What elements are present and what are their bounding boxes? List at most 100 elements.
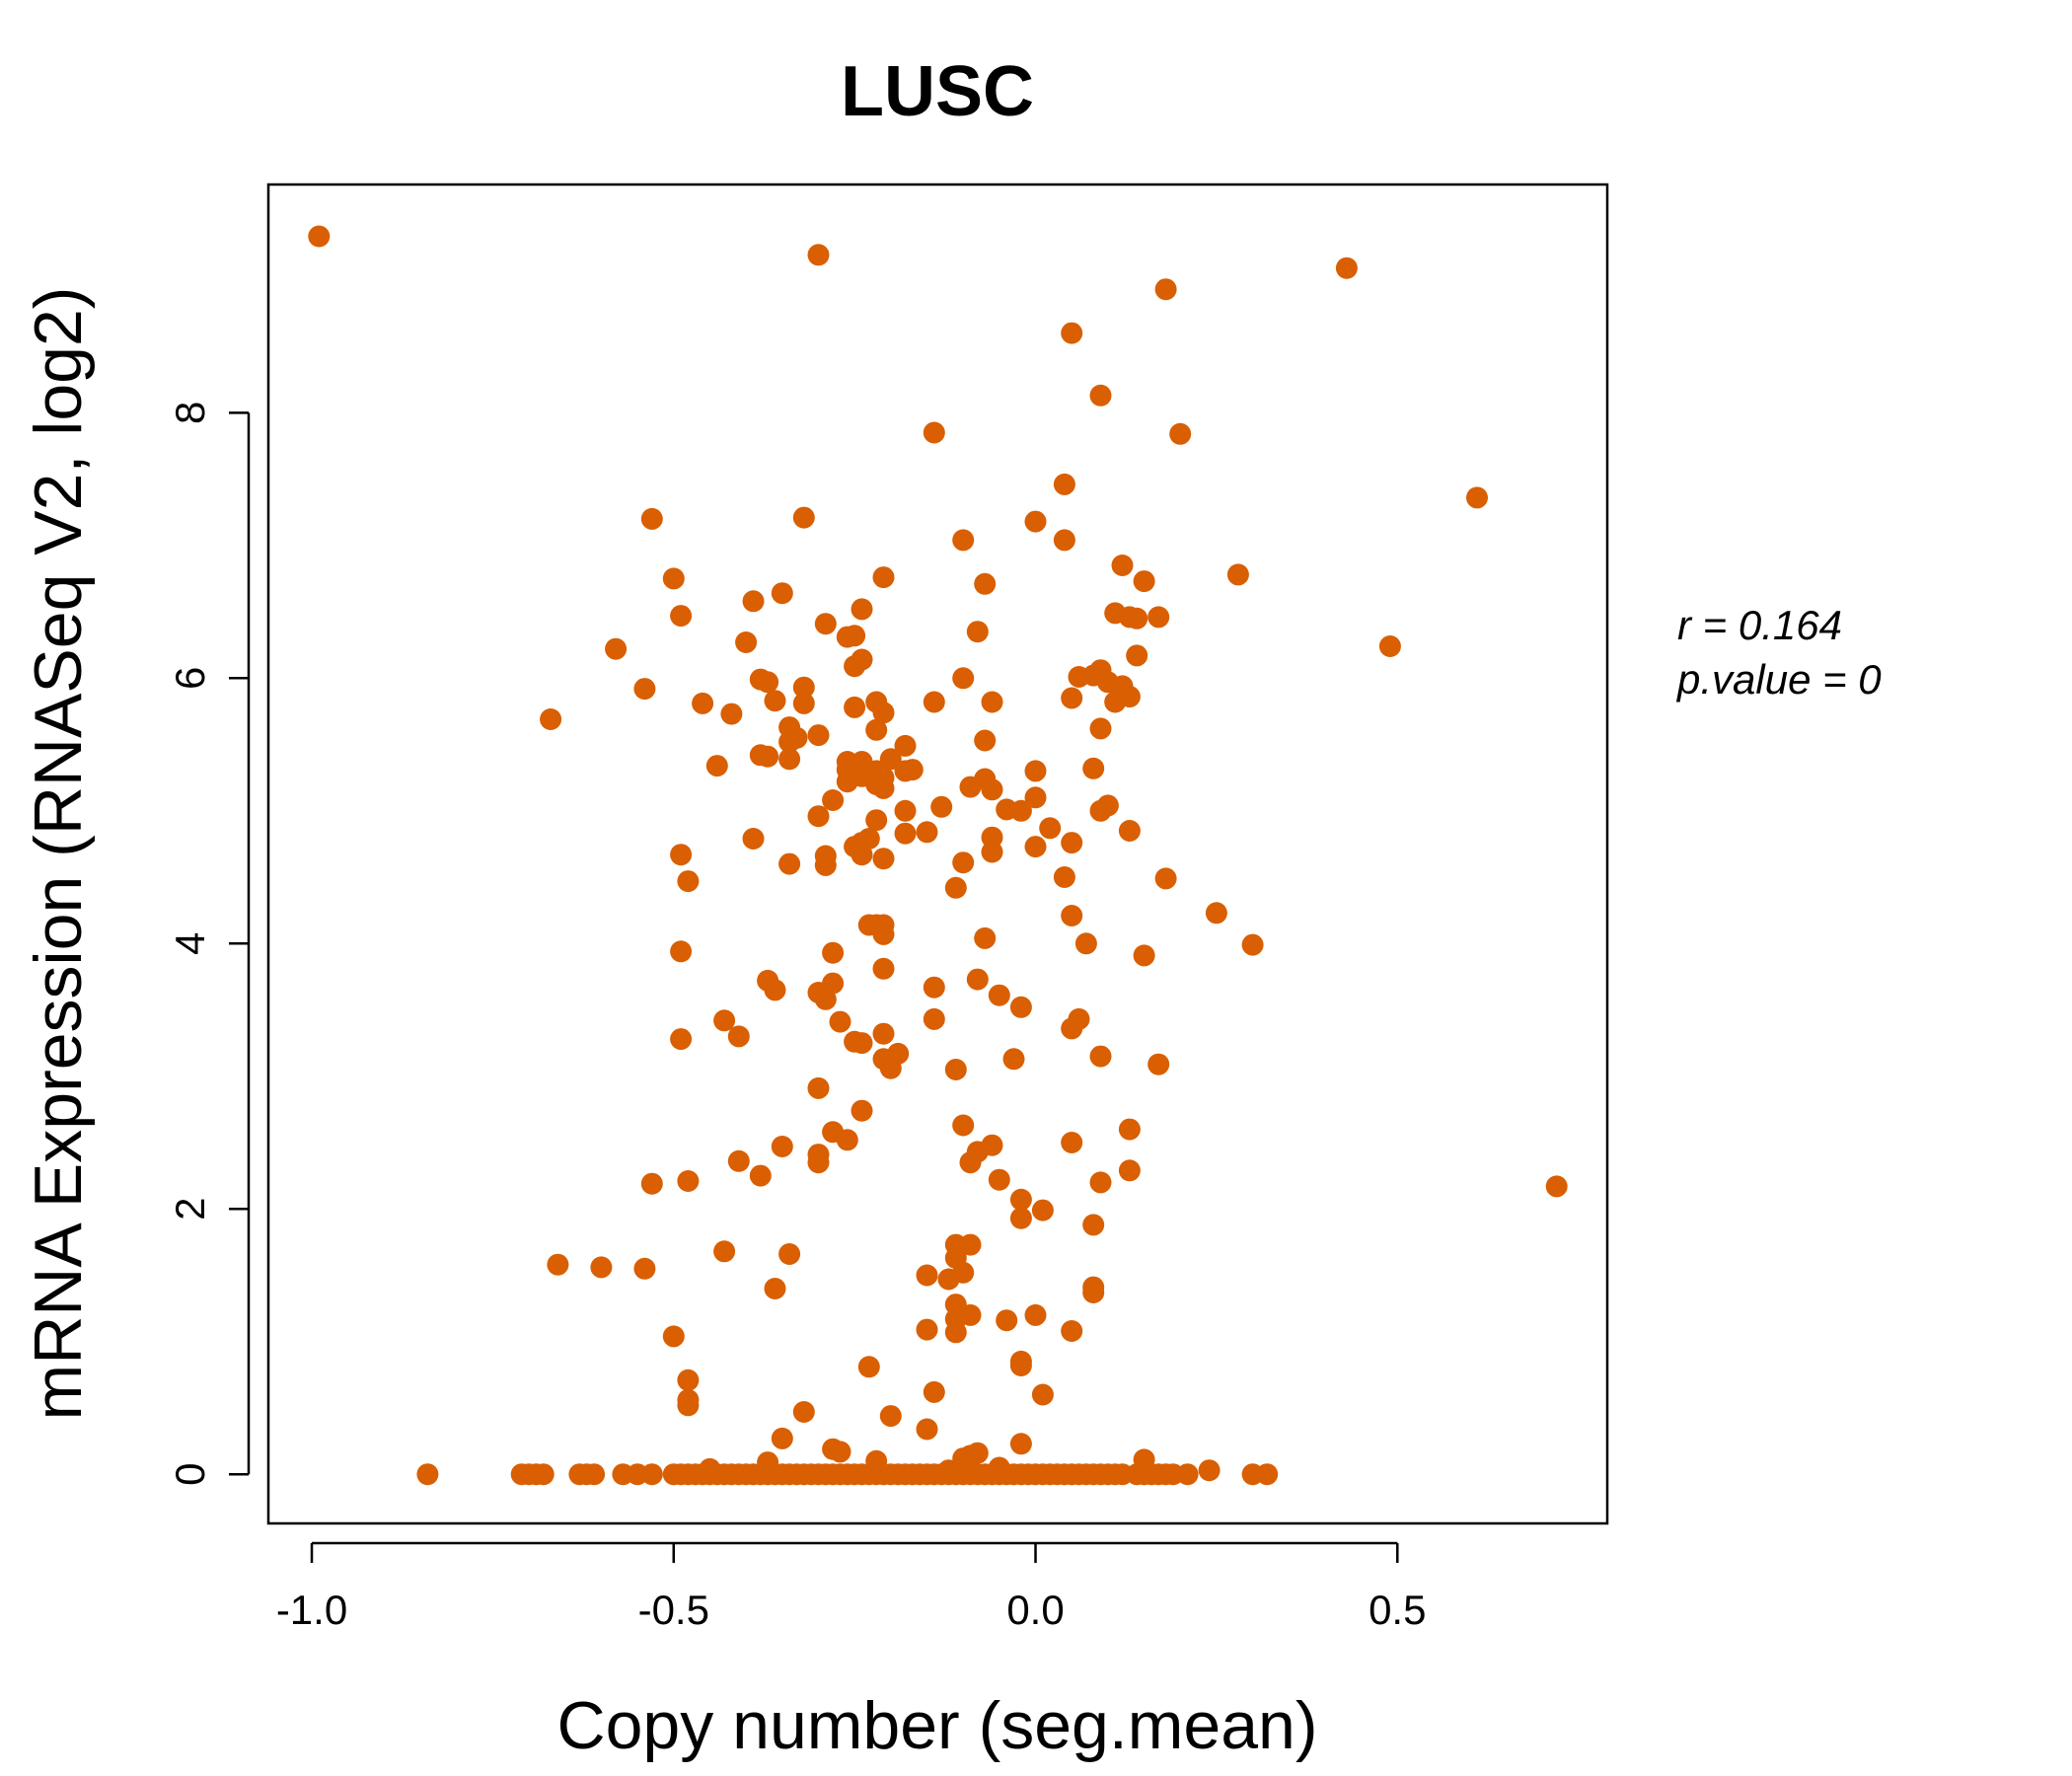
data-point — [872, 957, 895, 980]
data-point — [944, 1321, 967, 1344]
data-point — [705, 755, 728, 777]
data-point — [923, 976, 945, 999]
data-point — [416, 1463, 439, 1486]
data-point — [1133, 944, 1155, 967]
data-point — [851, 1032, 873, 1055]
chart-title: LUSC — [841, 52, 1034, 131]
data-point — [713, 1240, 736, 1263]
data-point — [872, 1022, 895, 1045]
data-point — [916, 821, 938, 844]
data-point — [1082, 1282, 1105, 1303]
data-point — [952, 851, 975, 874]
data-point — [988, 1168, 1010, 1191]
data-point — [1053, 529, 1075, 552]
data-point — [742, 590, 765, 613]
data-point — [974, 729, 997, 752]
data-point — [1118, 1159, 1141, 1182]
x-tick-label: 0.5 — [1369, 1587, 1426, 1633]
data-point — [1024, 786, 1047, 809]
data-point — [1226, 563, 1249, 586]
data-point — [1009, 1355, 1032, 1376]
data-point — [771, 1427, 793, 1449]
data-point — [540, 708, 562, 730]
y-tick-label: 6 — [167, 667, 213, 690]
data-point — [1024, 510, 1047, 533]
data-point — [727, 1149, 750, 1172]
data-point — [605, 637, 628, 660]
data-point — [865, 809, 888, 832]
data-point — [879, 1057, 902, 1079]
data-point — [662, 1325, 685, 1348]
data-point — [1089, 717, 1112, 740]
data-point — [981, 691, 1003, 713]
data-point — [640, 1463, 663, 1486]
data-point — [966, 621, 989, 643]
data-point — [879, 1405, 902, 1428]
data-point — [1089, 1171, 1112, 1194]
data-point — [865, 718, 888, 741]
data-point — [923, 1007, 945, 1030]
data-point — [662, 567, 685, 590]
data-point — [829, 1010, 851, 1033]
data-point — [1024, 1303, 1047, 1326]
y-axis-label: mRNA Expression (RNASeq V2, log2) — [21, 287, 96, 1421]
data-point — [807, 724, 830, 747]
data-point — [640, 507, 663, 530]
data-point — [836, 626, 858, 648]
data-point — [1118, 820, 1141, 842]
data-point — [1009, 1207, 1032, 1229]
y-tick-label: 4 — [167, 932, 213, 955]
data-point — [1009, 1188, 1032, 1211]
data-point — [677, 1394, 700, 1417]
data-point — [720, 703, 743, 725]
y-tick-label: 0 — [167, 1463, 213, 1486]
data-point — [1335, 257, 1358, 279]
data-point — [792, 1401, 815, 1423]
points-layer — [308, 225, 1568, 1486]
data-point — [308, 225, 331, 248]
data-point — [923, 421, 945, 444]
data-point — [916, 1318, 938, 1341]
data-point — [583, 1463, 606, 1486]
data-point — [670, 844, 693, 866]
data-point — [974, 572, 997, 595]
data-point — [807, 805, 830, 828]
data-point — [923, 691, 945, 713]
data-point — [792, 692, 815, 714]
data-point — [872, 848, 895, 870]
data-point — [916, 1264, 938, 1287]
data-point — [879, 748, 902, 771]
data-point — [1133, 570, 1155, 593]
data-point — [894, 760, 917, 782]
data-point — [1068, 666, 1090, 688]
data-point — [749, 1164, 772, 1187]
data-point — [1009, 1433, 1032, 1455]
data-point — [1378, 635, 1401, 657]
data-point — [857, 1356, 880, 1378]
data-point — [844, 696, 866, 718]
data-point — [1104, 691, 1127, 713]
data-point — [851, 598, 873, 621]
data-point — [1089, 1045, 1112, 1068]
data-point — [1009, 799, 1032, 822]
data-point — [1061, 1132, 1083, 1153]
data-point — [677, 1170, 700, 1192]
data-point — [670, 940, 693, 963]
data-point — [996, 1309, 1018, 1332]
data-point — [966, 968, 989, 991]
data-point — [872, 566, 895, 589]
data-point — [1024, 760, 1047, 782]
data-point — [757, 745, 779, 768]
data-point — [872, 702, 895, 724]
data-point — [944, 1059, 967, 1080]
data-point — [851, 844, 873, 866]
data-point — [1061, 687, 1083, 709]
data-point — [894, 799, 917, 822]
data-point — [872, 923, 895, 945]
data-point — [1009, 996, 1032, 1018]
data-point — [1241, 933, 1264, 956]
data-point — [1111, 555, 1134, 576]
data-point — [778, 852, 801, 875]
data-point — [771, 582, 793, 605]
